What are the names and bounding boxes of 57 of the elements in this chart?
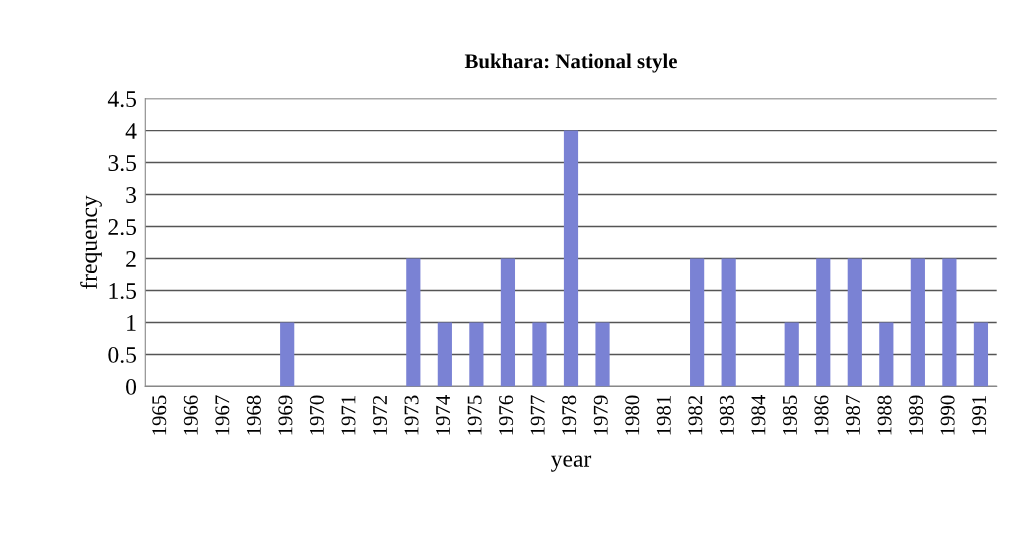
bar	[595, 322, 610, 387]
bar	[563, 130, 579, 387]
x-tick-label: 1974	[436, 395, 451, 435]
x-axis-title: year	[550, 455, 592, 472]
x-tick-label: 1969	[278, 395, 293, 435]
bar	[280, 322, 295, 387]
y-tick-label: 2.5	[108, 219, 137, 236]
y-tick-label: 0.5	[108, 346, 137, 363]
bar	[847, 258, 862, 387]
x-tick-label: 1985	[782, 395, 797, 435]
y-axis-title: frequency	[80, 195, 102, 289]
bar	[437, 322, 452, 387]
y-tick-label: 1.5	[109, 283, 137, 300]
x-tick-label: 1978	[562, 395, 577, 435]
y-tick-label: 1	[127, 315, 136, 331]
x-tick-label: 1977	[530, 395, 545, 435]
bar	[469, 322, 484, 387]
x-tick-label: 1989	[909, 395, 924, 435]
bar	[532, 322, 547, 387]
bar	[500, 258, 516, 387]
bar	[690, 258, 705, 387]
bar	[910, 258, 925, 387]
x-tick-label: 1979	[593, 395, 608, 435]
x-tick-label: 1973	[404, 395, 419, 435]
x-tick-label: 1983	[719, 395, 734, 435]
bar	[816, 258, 831, 387]
x-tick-label: 1972	[373, 395, 388, 435]
bar	[784, 322, 799, 387]
x-tick-label: 1990	[940, 395, 955, 435]
y-tick-label: 2	[126, 251, 136, 267]
x-tick-label: 1981	[656, 396, 671, 435]
x-tick-label: 1984	[751, 395, 766, 435]
y-tick-label: 4.5	[107, 91, 137, 108]
x-tick-label: 1980	[625, 395, 640, 435]
bar	[973, 322, 989, 387]
y-tick-label: 3.5	[108, 155, 137, 172]
bar	[721, 258, 736, 387]
x-tick-label: 1986	[814, 395, 829, 435]
x-tick-label: 1971	[341, 396, 356, 435]
chart-title: Bukhara: National style	[464, 53, 677, 73]
y-tick-label: 0	[126, 378, 137, 395]
x-tick-label: 1966	[183, 395, 198, 435]
y-tick-label: 3	[126, 187, 137, 203]
bar	[406, 258, 421, 387]
bar	[942, 258, 957, 387]
x-tick-label: 1968	[246, 395, 261, 435]
x-tick-label: 1975	[467, 395, 482, 435]
x-tick-label: 1965	[152, 395, 167, 435]
x-tick-label: 1982	[688, 395, 703, 435]
x-tick-label: 1988	[877, 395, 892, 435]
bar	[879, 322, 894, 387]
x-tick-label: 1991	[972, 396, 987, 435]
x-tick-label: 1987	[845, 395, 861, 435]
x-tick-label: 1967	[215, 395, 230, 435]
x-tick-label: 1976	[499, 395, 514, 435]
y-tick-label: 4	[125, 123, 137, 139]
x-tick-label: 1970	[309, 395, 324, 435]
